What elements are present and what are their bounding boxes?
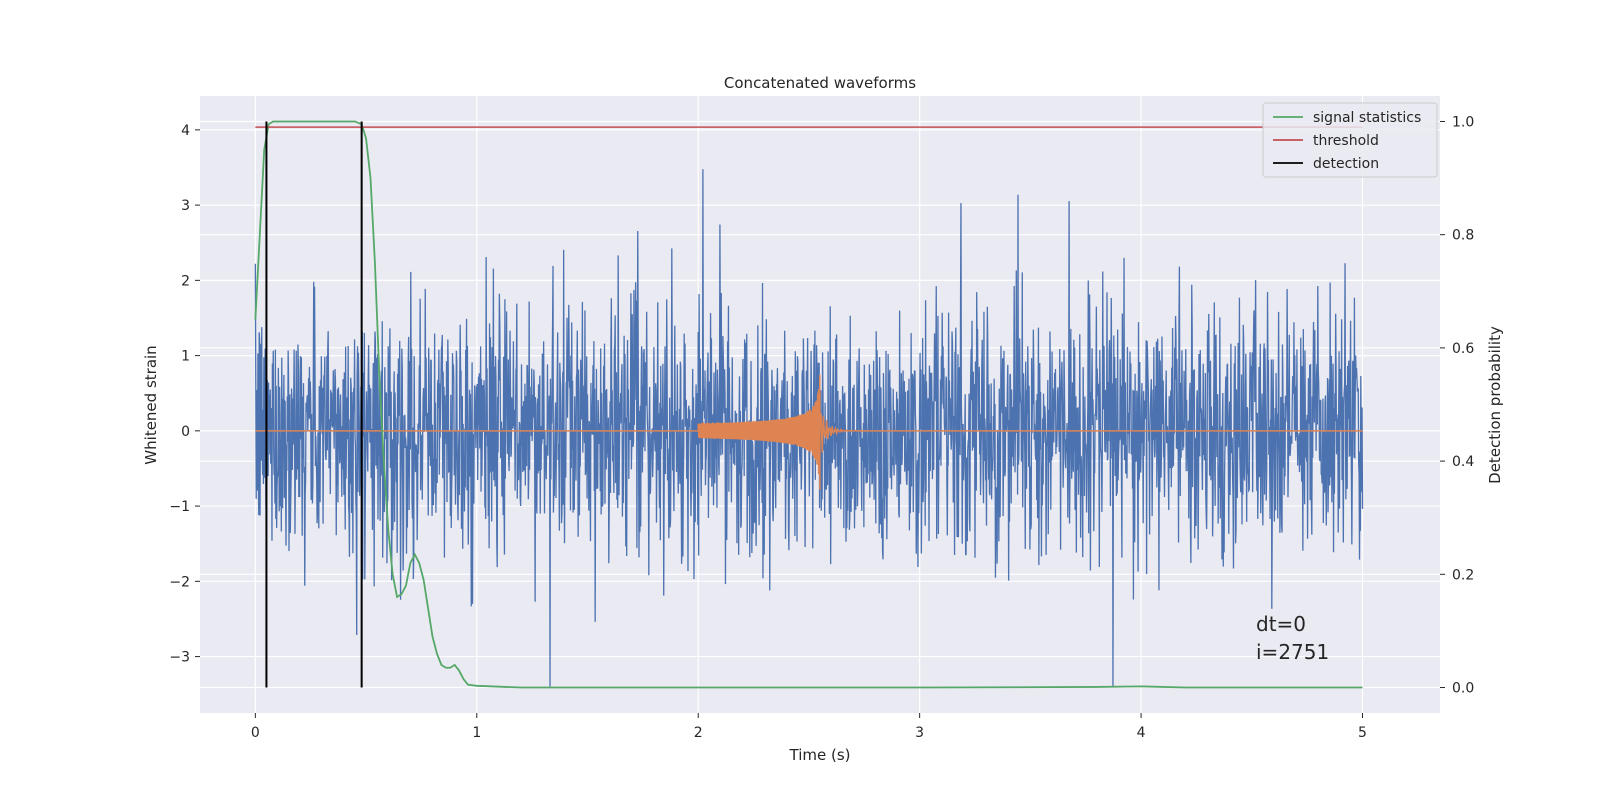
legend-label-threshold: threshold	[1313, 133, 1379, 149]
tick-labels: 0 1 2 3 4 5 −3 −2 −1 0 1 2 3 4 0.0 0.2 0.4 0.6 0.8 1.0	[169, 114, 1474, 741]
x-tick-label: 5	[1358, 725, 1367, 741]
legend-label-detection: detection	[1313, 156, 1379, 172]
y-tick-label: −2	[169, 574, 190, 590]
legend: signal statistics threshold detection	[1262, 102, 1438, 178]
annotation-dt: dt=0	[1256, 612, 1306, 636]
y-tick-label: 4	[181, 123, 190, 139]
x-tick-label: 4	[1137, 725, 1146, 741]
series-line-template	[255, 374, 1363, 490]
y2-tick-label: 0.4	[1452, 454, 1474, 470]
x-tick-label: 0	[251, 725, 260, 741]
x-tick-label: 2	[694, 725, 703, 741]
y2-axis-label: Detection probability	[1486, 326, 1504, 484]
y2-tick-label: 0.0	[1452, 681, 1474, 697]
x-tick-label: 3	[915, 725, 924, 741]
y-tick-label: 0	[181, 424, 190, 440]
y2-tick-label: 0.6	[1452, 341, 1474, 357]
y-tick-label: 2	[181, 273, 190, 289]
y-tick-label: −1	[169, 499, 190, 515]
chart-title: Concatenated waveforms	[724, 74, 916, 92]
y2-tick-label: 0.8	[1452, 228, 1474, 244]
series-line-statistics	[254, 120, 1363, 689]
legend-label-statistics: signal statistics	[1313, 110, 1421, 126]
x-axis-label: Time (s)	[789, 746, 851, 764]
annotation-index: i=2751	[1256, 640, 1329, 664]
detection-lines	[265, 121, 363, 688]
legend-box	[1262, 102, 1438, 178]
y-tick-label: −3	[169, 650, 190, 666]
y2-tick-label: 1.0	[1452, 114, 1474, 130]
y2-tick-label: 0.2	[1452, 567, 1474, 583]
x-tick-label: 1	[472, 725, 481, 741]
y-tick-label: 1	[181, 349, 190, 365]
y-tick-label: 3	[181, 198, 190, 214]
y-axis-label: Whitened strain	[142, 345, 160, 464]
